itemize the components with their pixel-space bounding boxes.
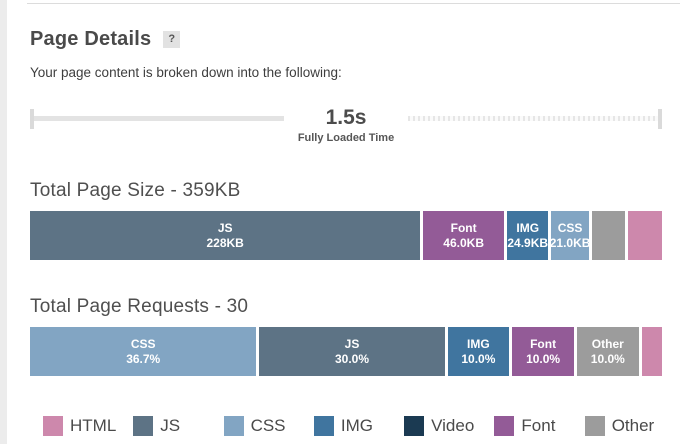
legend-label: IMG	[340, 416, 373, 435]
legend-label: Other	[611, 416, 655, 435]
segment-value: 21.0KB	[551, 235, 589, 250]
segment-label: Font	[530, 336, 557, 351]
segment-label: JS	[344, 336, 360, 351]
segment-value: 10.0%	[590, 351, 625, 366]
bar-segment-img: IMG 10.0%	[447, 327, 510, 376]
bar-segment-img: IMG 24.9KB	[506, 211, 549, 260]
total-page-requests-section: Total Page Requests - 30 CSS 36.7% JS 30.0%…	[30, 296, 662, 376]
legend-item-other: Other	[572, 416, 662, 436]
total-page-size-title: Total Page Size - 359KB	[30, 180, 241, 201]
legend-item-html: HTML	[30, 416, 120, 436]
legend-swatch-video	[404, 416, 425, 436]
fully-loaded-timeline: 1.5s Fully Loaded Time	[30, 107, 662, 147]
legend-swatch-font	[494, 416, 515, 436]
bar-segment-other	[591, 211, 625, 260]
legend-label: Font	[521, 416, 556, 435]
segment-value: 10.0%	[526, 351, 561, 366]
segment-value: 36.7%	[126, 351, 161, 366]
panel-top-border	[27, 3, 680, 4]
page-title: Page Details	[30, 28, 152, 50]
page-left-edge	[0, 0, 7, 444]
legend-label: CSS	[250, 416, 286, 435]
page-requests-bar: CSS 36.7% JS 30.0% IMG 10.0% Font 10.0% Other 10.…	[30, 327, 662, 376]
page-size-bar: JS 228KB Font 46.0KB IMG 24.9KB CSS 21.0KB	[30, 211, 662, 260]
bar-segment-css: CSS 36.7%	[30, 327, 257, 376]
legend-item-font: Font	[481, 416, 571, 436]
segment-label: Font	[450, 220, 477, 235]
fully-loaded-time-label: Fully Loaded Time	[297, 132, 395, 144]
segment-value: 228KB	[206, 235, 244, 250]
segment-value: 46.0KB	[443, 235, 484, 250]
timeline-line-dotted	[408, 116, 658, 121]
segment-value: 10.0%	[461, 351, 496, 366]
segment-label: IMG	[516, 220, 540, 235]
legend-swatch-html	[43, 416, 63, 436]
bar-segment-js: JS 30.0%	[259, 327, 445, 376]
segment-label: JS	[217, 220, 233, 235]
bar-segment-html	[641, 327, 662, 376]
legend: HTML JS CSS IMG Video Font Other	[30, 416, 662, 436]
segment-label: Other	[591, 336, 624, 351]
bar-segment-font: Font 10.0%	[512, 327, 574, 376]
legend-label: Video	[431, 416, 475, 435]
legend-item-css: CSS	[211, 416, 301, 436]
legend-label: HTML	[70, 416, 117, 435]
timeline-right-cap	[658, 109, 662, 129]
segment-label: IMG	[467, 336, 490, 351]
bar-segment-css: CSS 21.0KB	[551, 211, 589, 260]
bar-segment-other: Other 10.0%	[576, 327, 639, 376]
legend-label: JS	[160, 416, 181, 435]
total-page-requests-title: Total Page Requests - 30	[30, 296, 249, 317]
legend-item-video: Video	[391, 416, 481, 436]
segment-value: 24.9KB	[507, 235, 549, 250]
legend-swatch-js	[133, 416, 154, 436]
legend-swatch-img	[313, 416, 334, 436]
timeline-line-solid	[34, 116, 284, 121]
bar-segment-js: JS 228KB	[30, 211, 421, 260]
legend-item-img: IMG	[301, 416, 391, 436]
header: Page Details ?	[30, 28, 662, 50]
bar-segment-font: Font 46.0KB	[423, 211, 504, 260]
page-subtitle: Your page content is broken down into th…	[30, 65, 342, 80]
segment-label: CSS	[557, 220, 583, 235]
bar-segment-html	[628, 211, 662, 260]
total-page-size-section: Total Page Size - 359KB JS 228KB Font 46.0K…	[30, 180, 662, 260]
help-icon[interactable]: ?	[163, 31, 181, 48]
timeline-left-cap	[30, 109, 34, 129]
fully-loaded-time-value: 1.5s	[325, 106, 367, 129]
legend-item-js: JS	[120, 416, 210, 436]
legend-swatch-other	[584, 416, 605, 436]
segment-value: 30.0%	[334, 351, 369, 366]
legend-swatch-css	[223, 416, 244, 436]
segment-label: CSS	[130, 336, 156, 351]
timeline-readout: 1.5s Fully Loaded Time	[284, 106, 408, 145]
